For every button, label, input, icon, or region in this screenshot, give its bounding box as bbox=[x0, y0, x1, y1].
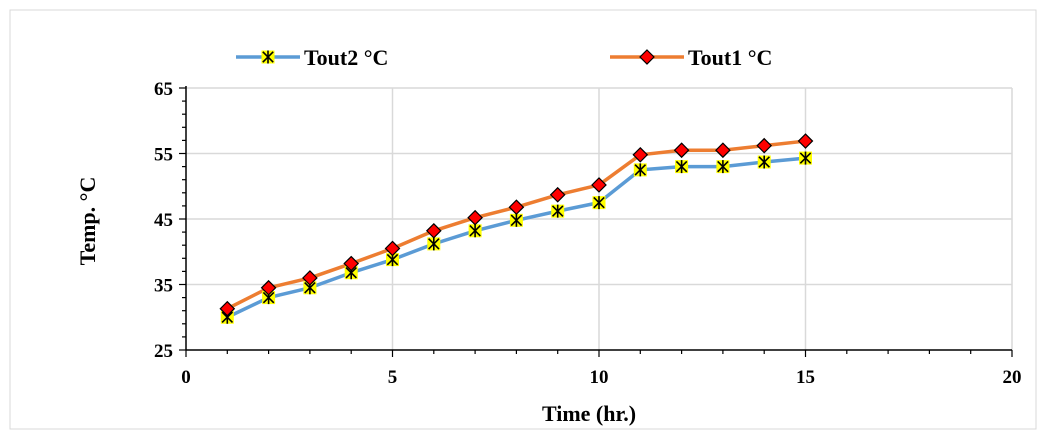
y-tick-label: 45 bbox=[154, 210, 173, 231]
axes: 25 35 45 55 65 0 5 10 15 20 bbox=[154, 79, 1022, 388]
y-axis-title: Temp. °C bbox=[75, 177, 100, 266]
tout2-legend-label: Tout2 °C bbox=[304, 45, 388, 70]
y-tick-label: 65 bbox=[154, 79, 173, 100]
series-group bbox=[219, 133, 814, 324]
tout1-data-point bbox=[467, 209, 483, 226]
tout1-data-point bbox=[343, 255, 360, 272]
tout2-data-point bbox=[509, 213, 523, 227]
tout2-data-point bbox=[592, 196, 606, 210]
y-tick-label: 35 bbox=[154, 276, 173, 297]
chart-border bbox=[9, 9, 1037, 430]
tout1-data-point bbox=[715, 142, 731, 159]
tout1-data-point bbox=[797, 133, 814, 149]
tout1-legend-item: Tout1 °C bbox=[610, 45, 772, 70]
tout1-data-point bbox=[673, 142, 690, 159]
tout1-data-point bbox=[219, 300, 236, 317]
tout1-legend-marker bbox=[639, 49, 655, 65]
x-tick-label: 20 bbox=[1003, 367, 1022, 388]
tout1-data-point bbox=[384, 240, 401, 257]
tout1-data-point bbox=[302, 270, 318, 286]
tout2-data-point bbox=[716, 160, 730, 174]
tout1-data-point bbox=[260, 279, 277, 296]
tout1-legend-label: Tout1 °C bbox=[688, 45, 772, 70]
tout2-data-point bbox=[799, 151, 812, 165]
tout1-data-point bbox=[549, 186, 566, 203]
tout2-data-point bbox=[344, 266, 358, 280]
tout1-data-point bbox=[632, 146, 649, 163]
tout2-data-point bbox=[551, 204, 565, 218]
tout2-data-point bbox=[303, 281, 317, 295]
x-tick-label: 10 bbox=[590, 367, 609, 388]
x-tick-label: 0 bbox=[181, 367, 191, 388]
tout1-data-point bbox=[756, 137, 773, 154]
y-tick-label: 25 bbox=[154, 341, 173, 362]
tout2-data-point bbox=[220, 310, 234, 324]
tout2-data-point bbox=[427, 237, 441, 251]
tout1-data-point bbox=[508, 199, 525, 216]
y-tick-label: 55 bbox=[154, 145, 173, 166]
tout2-legend-marker bbox=[261, 50, 275, 64]
tout2-data-point bbox=[468, 224, 482, 238]
tout2-data-point bbox=[633, 163, 647, 177]
tout1-data-point bbox=[591, 177, 607, 193]
x-tick-label: 5 bbox=[388, 367, 398, 388]
tout2-legend-item: Tout2 °C bbox=[236, 45, 388, 70]
legend: Tout2 °C Tout1 °C bbox=[236, 45, 772, 70]
tout2-data-point bbox=[675, 160, 689, 174]
x-tick-label: 15 bbox=[796, 367, 815, 388]
tout1-data-point bbox=[425, 222, 442, 239]
x-axis-title: Time (hr.) bbox=[542, 401, 636, 426]
tout2-data-point bbox=[757, 155, 771, 169]
